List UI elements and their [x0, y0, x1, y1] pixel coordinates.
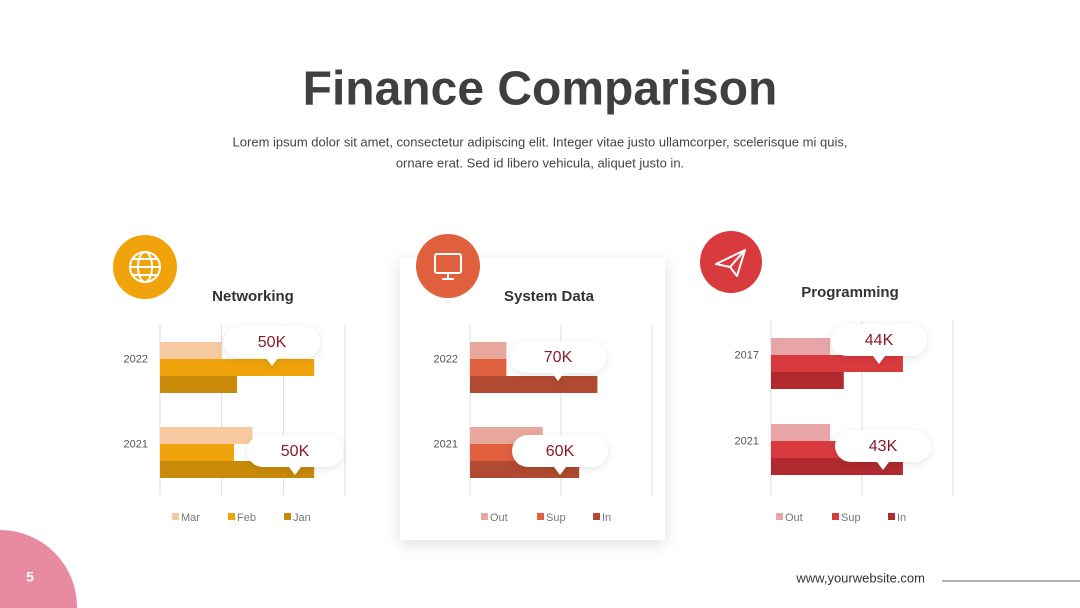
legend-swatch — [284, 513, 291, 520]
legend-swatch — [832, 513, 839, 520]
bar — [470, 444, 516, 461]
category-label: 2021 — [735, 435, 759, 447]
bar — [470, 342, 507, 359]
bar — [470, 359, 507, 376]
legend-swatch — [537, 513, 544, 520]
callout-label: 50K — [258, 334, 287, 351]
category-label: 2022 — [434, 353, 458, 365]
subtitle: Lorem ipsum dolor sit amet, consectetur … — [233, 134, 848, 149]
legend-label: Sup — [546, 512, 566, 524]
bar — [160, 376, 238, 393]
bar — [771, 424, 831, 441]
monitor-icon — [416, 234, 480, 298]
category-label: 2021 — [124, 438, 148, 450]
page-number: 5 — [26, 569, 34, 585]
callout-bubble — [247, 435, 343, 475]
legend-label: Out — [785, 512, 803, 524]
category-label: 2021 — [434, 438, 458, 450]
bar — [160, 444, 234, 461]
legend-label: Sup — [841, 512, 861, 524]
title: Finance Comparison — [303, 63, 778, 116]
bar — [160, 427, 253, 444]
bar — [771, 458, 903, 475]
bar — [771, 372, 844, 389]
legend-swatch — [228, 513, 235, 520]
legend-label: Out — [490, 512, 508, 524]
callout-bubble — [224, 326, 320, 366]
legend-label: In — [897, 512, 906, 524]
legend-swatch — [888, 513, 895, 520]
page-badge — [0, 530, 78, 608]
callout-label: 43K — [869, 438, 898, 455]
callout-label: 70K — [544, 349, 573, 366]
callout-label: 60K — [546, 443, 575, 460]
callout-label: 50K — [281, 443, 310, 460]
legend-swatch — [776, 513, 783, 520]
legend-label: In — [602, 512, 611, 524]
card — [400, 258, 665, 540]
plane-icon — [700, 231, 762, 293]
legend-swatch — [481, 513, 488, 520]
chart-title: Networking — [212, 288, 294, 305]
chart-title: System Data — [504, 288, 595, 305]
chart-title: Programming — [801, 284, 899, 301]
subtitle: ornare erat. Sed id libero vehicula, ali… — [396, 155, 684, 170]
callout-bubble — [512, 435, 608, 475]
callout-bubble — [510, 341, 606, 381]
category-label: 2022 — [124, 353, 148, 365]
legend-label: Feb — [237, 512, 256, 524]
callout-bubble — [835, 430, 931, 470]
bar — [160, 359, 315, 376]
callout-label: 44K — [865, 332, 894, 349]
bar — [771, 338, 831, 355]
callout-bubble — [831, 324, 927, 364]
bar — [771, 441, 844, 458]
legend-label: Jan — [293, 512, 311, 524]
globe-icon — [113, 235, 177, 299]
category-label: 2017 — [735, 349, 759, 361]
bar — [470, 376, 598, 393]
legend-swatch — [593, 513, 600, 520]
website: www,yourwebsite.com — [795, 570, 925, 585]
bar — [771, 355, 903, 372]
legend-swatch — [172, 513, 179, 520]
bar — [160, 342, 222, 359]
legend-label: Mar — [181, 512, 200, 524]
